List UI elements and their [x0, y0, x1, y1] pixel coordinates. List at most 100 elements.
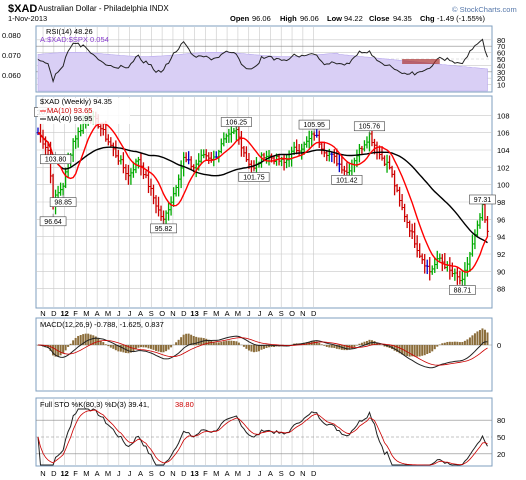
price-tick: 100: [497, 181, 510, 190]
macd-histogram-bar: [360, 342, 363, 345]
macd-histogram-bar: [330, 345, 333, 348]
price-tick: 92: [497, 250, 505, 259]
macd-histogram-bar: [433, 345, 436, 350]
x-label-top: M: [83, 309, 89, 318]
macd-histogram-bar: [225, 340, 228, 345]
macd-histogram-bar: [47, 345, 50, 349]
annotation-box: [353, 121, 385, 132]
macd-histogram-bar: [152, 345, 155, 350]
macd-histogram-bar: [431, 345, 434, 352]
macd-histogram-bar: [54, 345, 57, 357]
macd-histogram-bar: [303, 342, 306, 345]
x-label-top: A: [225, 309, 230, 318]
x-label-bottom: M: [213, 469, 219, 478]
macd-histogram-bar: [104, 344, 107, 345]
macd-histogram-bar: [315, 341, 318, 345]
annotation-box: [40, 154, 72, 165]
x-label-bottom: A: [225, 469, 230, 478]
price-tick: 108: [497, 111, 510, 120]
chg-label: Chg: [420, 14, 435, 23]
x-label-top: J: [258, 309, 262, 318]
sto-tick: 20: [497, 450, 505, 459]
macd-histogram-bar: [139, 345, 142, 348]
macd-histogram-bar: [147, 345, 150, 349]
macd-indicator: [37, 328, 489, 369]
macd-histogram-bar: [263, 345, 265, 349]
macd-histogram-bar: [338, 345, 341, 350]
macd-histogram-bar: [486, 332, 489, 345]
macd-histogram-bar: [197, 337, 200, 345]
macd-histogram-bar: [423, 345, 426, 356]
annotation-box: [238, 172, 270, 182]
x-label-bottom: J: [117, 469, 121, 478]
macd-histogram-bar: [177, 339, 180, 345]
price-tick: 96: [497, 215, 505, 224]
macd-panel: [35, 317, 493, 392]
macd-histogram-bar: [247, 345, 250, 351]
macd-histogram-bar: [235, 341, 238, 345]
macd-histogram-bar: [185, 333, 188, 345]
annotation-label: 88.71: [454, 288, 472, 295]
macd-histogram-bar: [69, 343, 72, 345]
rsi-tick: 70: [497, 42, 505, 51]
sto-tick: 80: [497, 416, 505, 425]
annotation-box: [220, 117, 252, 127]
instrument-name: Australian Dollar - Philadelphia INDX: [38, 4, 169, 13]
open-value: 96.06: [252, 14, 271, 23]
annotation-label: 95.82: [155, 226, 173, 233]
macd-histogram-bar: [365, 340, 368, 345]
price-tick: 104: [497, 146, 510, 155]
close-label: Close: [369, 14, 389, 23]
price-tick: 98: [497, 198, 505, 207]
macd-histogram-bar: [245, 345, 248, 349]
macd-histogram-bar: [72, 340, 75, 345]
price-tick: 94: [497, 233, 505, 242]
price-tick: 90: [497, 267, 505, 276]
macd-histogram-bar: [157, 345, 160, 352]
x-label-top: F: [203, 309, 208, 318]
macd-histogram-bar: [250, 345, 253, 352]
macd-histogram-bar: [144, 345, 147, 348]
macd-histogram-bar: [355, 345, 358, 346]
x-label-bottom: N: [40, 469, 45, 478]
macd-histogram-bar: [320, 344, 323, 345]
annotation-label: 105.95: [304, 122, 326, 129]
macd-histogram-bar: [92, 335, 95, 345]
macd-histogram-bar: [481, 328, 484, 345]
x-label-bottom: A: [138, 469, 143, 478]
x-label-bottom: M: [105, 469, 111, 478]
macd-histogram-bar: [471, 335, 474, 345]
macd-histogram-bar: [112, 345, 115, 349]
macd-legend-text: MACD(12,26,9) -0.788, -1.625, 0.837: [40, 320, 164, 329]
macd-histogram-bar: [265, 345, 268, 349]
x-label-top: D: [311, 309, 317, 318]
macd-histogram-bar: [217, 342, 220, 345]
high-value: 96.06: [300, 14, 319, 23]
macd-histogram-bar: [483, 329, 486, 345]
macd-histogram-bar: [328, 345, 331, 348]
macd-histogram-bar: [468, 337, 471, 345]
x-label-bottom: O: [159, 469, 165, 478]
x-label-bottom: D: [311, 469, 317, 478]
macd-histogram-bar: [426, 345, 429, 355]
rsi-tick: 80: [497, 36, 505, 45]
macd-histogram-bar: [160, 345, 163, 353]
macd-histogram-bar: [134, 345, 137, 350]
annotation-label: 103.80: [45, 157, 67, 164]
macd-histogram-bar: [237, 342, 240, 345]
macd-histogram-bar: [230, 340, 233, 345]
sto-legend-text: Full STO %K(80,3) %D(3) 39.41,: [40, 400, 149, 409]
macd-histogram-bar: [167, 345, 170, 350]
macd-histogram-bar: [252, 345, 255, 353]
macd-histogram-bar: [446, 341, 449, 345]
rsi-tick: 40: [497, 61, 505, 70]
x-label-top: J: [247, 309, 251, 318]
macd-histogram-bar: [137, 345, 140, 348]
watermark: © StockCharts.com: [452, 5, 517, 14]
macd-histogram-bar: [413, 345, 416, 357]
x-label-bottom: S: [279, 469, 284, 478]
x-label-bottom: O: [289, 469, 295, 478]
x-label-bottom: D: [51, 469, 57, 478]
x-label-top: N: [300, 309, 305, 318]
macd-histogram-bar: [227, 340, 230, 345]
